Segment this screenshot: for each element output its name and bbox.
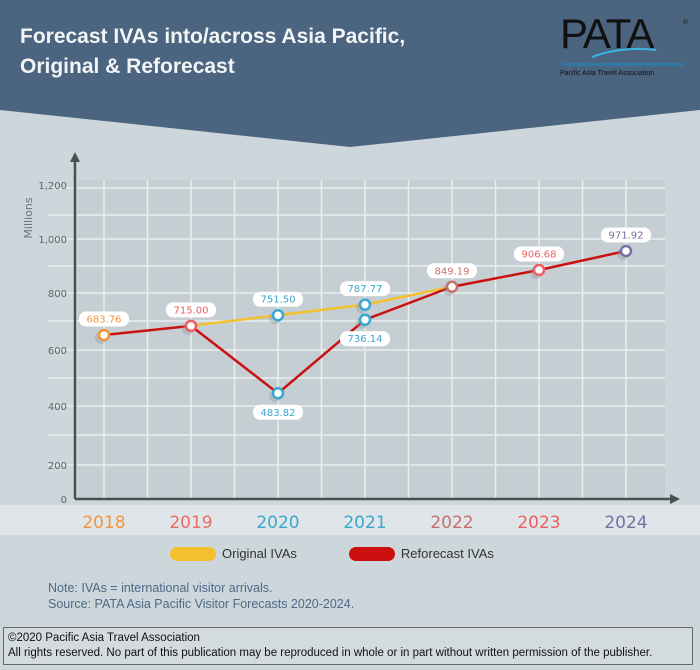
legend-label-reforecast: Reforecast IVAs <box>400 546 494 561</box>
data-label: 849.19 <box>435 266 470 277</box>
title-line-1: Forecast IVAs into/across Asia Pacific, <box>20 25 406 48</box>
y-tick-label: 800 <box>48 289 67 300</box>
y-axis-title: Millions <box>22 197 35 238</box>
data-label-bubble <box>514 246 564 262</box>
x-tick-label: 2018 <box>82 513 125 533</box>
x-tick-label: 2023 <box>517 513 560 533</box>
data-labels: 683.76 715.00 751.50 483.82 787.77 736.14 849.… <box>79 227 651 420</box>
data-marker <box>445 280 459 294</box>
data-marker <box>97 328 111 342</box>
copyright-text: ©2020 Pacific Asia Travel Association <box>8 632 200 644</box>
y-tick-label: 0 <box>61 495 67 506</box>
legend-item-reforecast: Reforecast IVAs <box>348 546 494 561</box>
series-line-original <box>190 285 453 328</box>
page-title: Forecast IVAs into/across Asia Pacific, … <box>20 22 405 82</box>
data-label: 683.76 <box>87 314 122 325</box>
y-axis-arrow-icon <box>70 152 80 162</box>
legend-label-original: Original IVAs <box>222 546 297 561</box>
y-tick-label: 600 <box>48 346 67 357</box>
x-axis-label-band <box>0 505 700 535</box>
x-tick-label: 2019 <box>169 513 212 533</box>
source-text: Source: PATA Asia Pacific Visitor Foreca… <box>48 597 355 611</box>
data-label-bubble <box>427 263 477 279</box>
data-marker <box>358 298 372 311</box>
logo-underline <box>562 63 684 66</box>
data-marker <box>619 244 633 258</box>
legend-swatch-reforecast <box>348 546 395 561</box>
legend-item-original: Original IVAs <box>170 546 297 561</box>
data-markers <box>95 244 633 403</box>
data-marker <box>184 319 198 333</box>
y-tick-label: 1,200 <box>38 181 67 192</box>
data-label: 787.77 <box>348 284 383 295</box>
pata-logo: PATA ® Pacific Asia Travel Association <box>560 10 690 86</box>
data-marker <box>358 313 372 326</box>
logo-subtitle: Pacific Asia Travel Association <box>560 70 655 77</box>
data-label: 971.92 <box>609 230 644 241</box>
notes: Note: IVAs = international visitor arriv… <box>48 580 354 612</box>
x-tick-label: 2020 <box>256 513 299 533</box>
x-tick-label: 2024 <box>604 513 647 533</box>
data-label-bubble <box>253 404 303 420</box>
logo-swoosh-icon <box>591 47 657 58</box>
data-label-bubble <box>340 331 390 347</box>
x-axis-arrow-icon <box>670 494 680 504</box>
y-tick-labels: 0 200 400 600 800 1,000 1,200 <box>38 181 67 506</box>
copyright-footer: ©2020 Pacific Asia Travel Association Al… <box>3 627 693 665</box>
data-label: 736.14 <box>348 334 383 345</box>
data-marker <box>271 387 285 400</box>
data-label-bubble <box>340 281 390 297</box>
legend-swatch-original <box>170 546 216 561</box>
y-tick-label: 200 <box>48 461 67 472</box>
title-line-2: Original & Reforecast <box>20 55 235 78</box>
x-axis-band <box>0 505 700 535</box>
data-label: 483.82 <box>261 408 296 419</box>
legend: Original IVAs Reforecast IVAs <box>170 546 546 561</box>
data-label-bubble <box>166 302 216 318</box>
data-marker <box>271 308 285 322</box>
data-marker <box>532 263 546 277</box>
data-label-bubble <box>79 311 129 327</box>
data-label: 751.50 <box>261 295 296 306</box>
header-banner <box>0 0 700 147</box>
x-tick-label: 2022 <box>430 513 473 533</box>
data-label-bubble <box>601 227 651 243</box>
x-tick-labels: 2018 2019 2020 2021 2022 2023 2024 <box>82 513 647 533</box>
y-tick-label: 1,000 <box>38 235 67 246</box>
note-text: Note: IVAs = international visitor arriv… <box>48 581 273 595</box>
axes <box>70 152 680 504</box>
registered-mark: ® <box>682 18 689 26</box>
y-tick-label: 400 <box>48 402 67 413</box>
data-label: 906.68 <box>522 250 557 261</box>
x-tick-label: 2021 <box>343 513 386 533</box>
data-label: 715.00 <box>174 305 209 316</box>
data-label-bubble <box>253 291 303 307</box>
rights-text: All rights reserved. No part of this pub… <box>8 647 653 659</box>
